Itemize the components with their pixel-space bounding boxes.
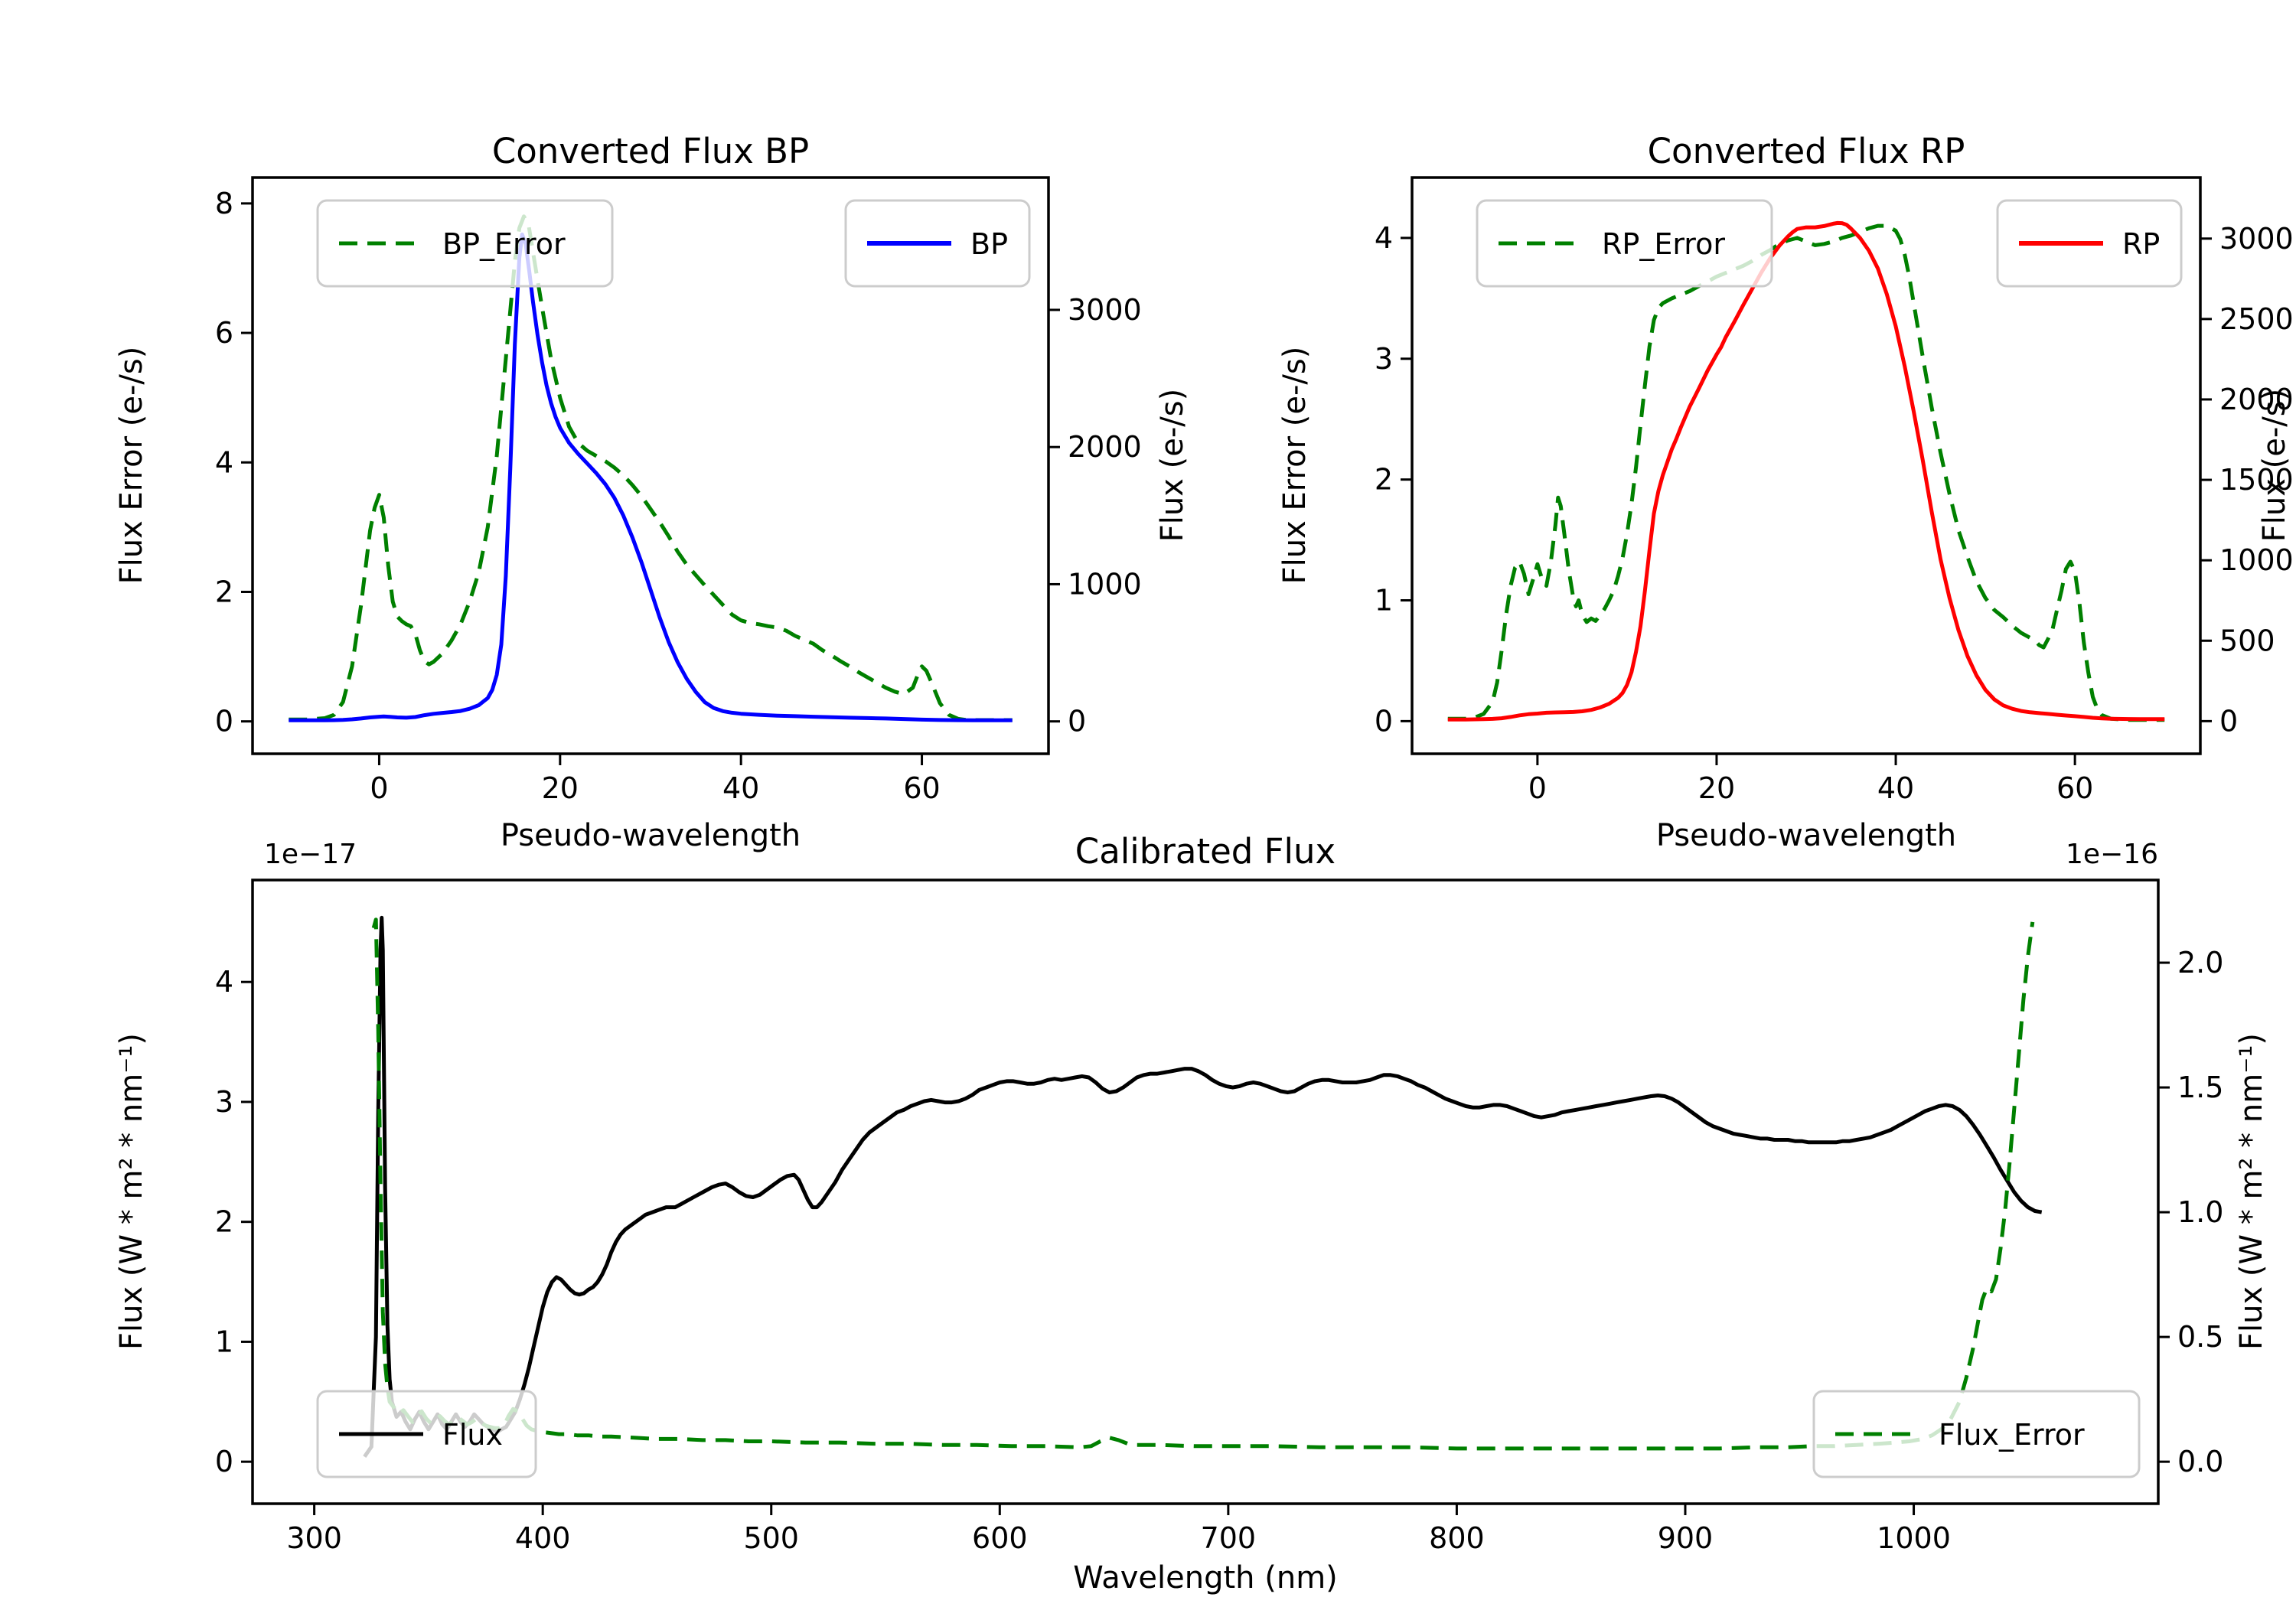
calibrated-axes-ticks: 300 400 500 600 700 800 900 1000 0 1 2 3 4 0.0 0.5 1.0 1… [215, 946, 2224, 1555]
bp-error-legend-box [316, 199, 614, 288]
y-tick-label-right: 0 [2219, 704, 2238, 738]
flux-legend: Flux [316, 1390, 537, 1478]
calibrated-xlabel: Wavelength (nm) [1073, 1560, 1338, 1596]
y-tick-label-right: 2000 [1068, 430, 1142, 464]
bp-ylabel-left: Flux Error (e-/s) [114, 347, 149, 585]
y-tick-label-right: 0.0 [2177, 1445, 2223, 1478]
x-tick-label: 40 [1877, 771, 1914, 805]
flux-error-legend-label: Flux_Error [1939, 1418, 2085, 1452]
bp-title: Converted Flux BP [492, 131, 809, 171]
flux-curve [363, 915, 2043, 1459]
y-tick-label-left: 1 [1375, 584, 1393, 618]
y-tick-label-right: 1.0 [2177, 1195, 2223, 1229]
rp-legend-label: RP [2122, 227, 2160, 261]
bp-error-legend-label: BP_Error [442, 227, 566, 261]
y-tick-label-right: 3000 [1068, 293, 1142, 327]
bp-error-legend: BP_Error [316, 199, 614, 288]
y-tick-label-right: 0.5 [2177, 1320, 2223, 1354]
x-tick-label: 700 [1201, 1521, 1257, 1555]
bp-error-curve [289, 214, 1013, 722]
bp-curve [289, 232, 1013, 722]
rp-error-legend: RP_Error [1476, 199, 1773, 288]
bp-ylabel-right: Flux (e-/s) [1155, 389, 1190, 542]
bp-xlabel: Pseudo-wavelength [501, 818, 801, 853]
y-tick-label-left: 3 [1375, 342, 1393, 376]
bp-curves [289, 214, 1013, 722]
rp-error-curve [1447, 223, 2165, 722]
y-tick-label-right: 3000 [2219, 222, 2294, 256]
x-tick-label: 500 [743, 1521, 799, 1555]
rp-axes-frame [1411, 176, 2202, 755]
flux-error-curve [371, 918, 2035, 1451]
rp-ylabel-right: Flux (e-/s) [2257, 389, 2292, 542]
y-tick-label-left: 3 [215, 1085, 233, 1119]
y-tick-label-left: 8 [215, 187, 233, 220]
y-tick-label-left: 4 [215, 965, 233, 999]
x-tick-label: 0 [1528, 771, 1547, 805]
calibrated-offset-right: 1e−16 [2066, 839, 2158, 870]
bp-legend: BP [844, 199, 1031, 288]
x-tick-label: 800 [1429, 1521, 1485, 1555]
rp-legend: RP [1996, 199, 2183, 288]
y-tick-label-left: 2 [1375, 463, 1393, 497]
x-tick-label: 300 [286, 1521, 342, 1555]
calibrated-title: Calibrated Flux [1075, 831, 1336, 872]
y-tick-label-right: 500 [2219, 624, 2275, 657]
y-tick-label-right: 1000 [1068, 567, 1142, 601]
bp-legend-label: BP [970, 227, 1008, 261]
rp-error-legend-box [1476, 199, 1773, 288]
calibrated-ylabel-left: Flux (W * m² * nm⁻¹) [114, 1033, 149, 1350]
calibrated-curves [363, 915, 2043, 1459]
flux-legend-box [316, 1390, 537, 1478]
y-tick-label-left: 2 [215, 1205, 233, 1239]
bp-axes-frame [251, 176, 1050, 755]
x-tick-label: 40 [722, 771, 759, 805]
calibrated-ylabel-right: Flux (W * m² * nm⁻¹) [2234, 1033, 2269, 1350]
y-tick-label-right: 2500 [2219, 302, 2294, 336]
y-tick-label-right: 0 [1068, 705, 1086, 738]
flux-error-legend-box [1812, 1390, 2141, 1478]
rp-curves [1447, 220, 2165, 722]
x-tick-label: 400 [515, 1521, 571, 1555]
x-tick-label: 60 [903, 771, 940, 805]
bp-axes-ticks: 0 20 40 60 0 2 4 6 8 0 1000 2000 3000 [215, 187, 1142, 805]
x-tick-label: 900 [1658, 1521, 1714, 1555]
rp-xlabel: Pseudo-wavelength [1656, 818, 1956, 853]
rp-curve [1447, 220, 2165, 722]
flux-error-legend: Flux_Error [1812, 1390, 2141, 1478]
y-tick-label-right: 2000 [2219, 383, 2294, 416]
x-tick-label: 20 [1698, 771, 1735, 805]
y-tick-label-left: 4 [1375, 221, 1393, 255]
y-tick-label-left: 0 [1375, 704, 1393, 738]
calibrated-plot: 300 400 500 600 700 800 900 1000 0 1 2 3 4 0.0 0.5 1.0 1… [114, 831, 2269, 1596]
x-tick-label: 1000 [1877, 1521, 1951, 1555]
y-tick-label-left: 0 [215, 705, 233, 738]
y-tick-label-left: 1 [215, 1325, 233, 1358]
x-tick-label: 600 [972, 1521, 1028, 1555]
rp-title: Converted Flux RP [1648, 131, 1965, 171]
calibrated-offset-left: 1e−17 [264, 839, 357, 870]
y-tick-label-left: 0 [215, 1445, 233, 1478]
y-tick-label-right: 2.0 [2177, 946, 2223, 980]
y-tick-label-right: 1500 [2219, 463, 2294, 497]
x-tick-label: 20 [542, 771, 579, 805]
flux-legend-label: Flux [442, 1418, 503, 1452]
y-tick-label-right: 1000 [2219, 543, 2294, 577]
y-tick-label-left: 6 [215, 316, 233, 350]
y-tick-label-left: 2 [215, 575, 233, 608]
y-tick-label-right: 1.5 [2177, 1071, 2223, 1104]
x-tick-label: 60 [2056, 771, 2093, 805]
x-tick-label: 0 [370, 771, 388, 805]
rp-error-legend-label: RP_Error [1602, 227, 1725, 261]
rp-ylabel-left: Flux Error (e-/s) [1277, 347, 1313, 585]
y-tick-label-left: 4 [215, 445, 233, 479]
calibrated-axes-frame [251, 878, 2160, 1505]
bp-plot: 0 20 40 60 0 2 4 6 8 0 1000 2000 3000 Converted Flux… [114, 131, 1190, 853]
